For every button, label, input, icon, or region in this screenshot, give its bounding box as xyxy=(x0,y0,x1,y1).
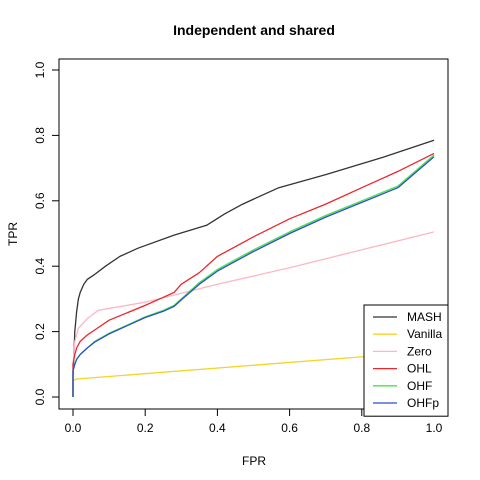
y-tick-label: 0.0 xyxy=(33,388,47,405)
legend-box xyxy=(363,304,449,417)
chart-title: Independent and shared xyxy=(173,22,335,38)
legend-label-mash: MASH xyxy=(407,310,442,324)
y-tick-label: 1.0 xyxy=(33,61,47,78)
y-tick-label: 0.8 xyxy=(33,127,47,144)
x-tick-label: 0.6 xyxy=(281,421,298,435)
legend-label-zero: Zero xyxy=(407,344,432,358)
y-tick-label: 0.2 xyxy=(33,323,47,340)
y-axis: 0.0 0.2 0.4 0.6 0.8 1.0 xyxy=(33,61,60,405)
legend-label-ohfp: OHFp xyxy=(407,396,439,410)
series-line-ohfp xyxy=(72,156,435,397)
legend-label-vanilla: Vanilla xyxy=(407,327,442,341)
legend-label-ohf: OHF xyxy=(407,379,432,393)
x-axis-label: FPR xyxy=(242,454,266,468)
legend: MASH Vanilla Zero OHL OHF OHFp xyxy=(363,304,449,417)
series-line-ohl xyxy=(72,152,435,397)
x-tick-label: 0.4 xyxy=(209,421,226,435)
y-tick-label: 0.6 xyxy=(33,192,47,209)
x-tick-label: 0.2 xyxy=(137,421,154,435)
series-line-zero xyxy=(72,231,435,397)
y-tick-label: 0.4 xyxy=(33,258,47,275)
series-layer xyxy=(72,139,435,397)
series-line-mash xyxy=(72,139,435,397)
x-tick-label: 1.0 xyxy=(426,421,443,435)
legend-label-ohl: OHL xyxy=(407,362,432,376)
x-tick-label: 0.8 xyxy=(353,421,370,435)
y-axis-label: TPR xyxy=(6,222,20,246)
x-tick-label: 0.0 xyxy=(65,421,82,435)
